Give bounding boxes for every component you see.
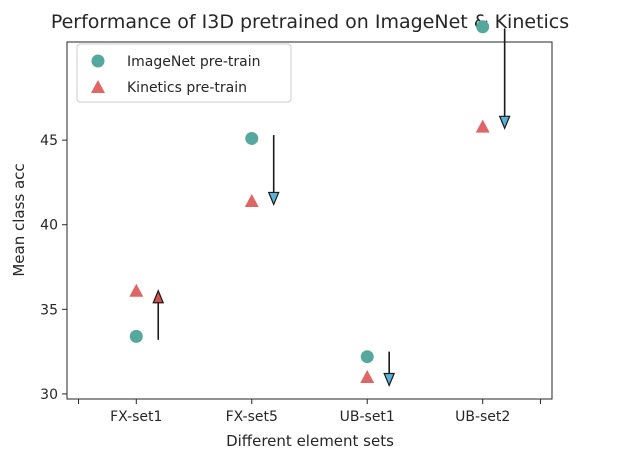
y-axis-label: Mean class acc	[10, 163, 28, 276]
y-tick-label: 40	[40, 218, 58, 234]
kinetics-point	[475, 119, 490, 133]
legend: ImageNet pre-train Kinetics pre-train	[76, 43, 292, 103]
y-tick-label: 45	[40, 133, 58, 149]
x-axis-label: Different element sets	[226, 432, 394, 450]
kinetics-point	[360, 370, 375, 384]
legend-marker-kinetics	[91, 80, 105, 93]
y-tick-label: 35	[40, 302, 58, 318]
x-tick-label: FX-set1	[110, 409, 162, 425]
kinetics-point	[244, 194, 259, 208]
legend-label-imagenet: ImageNet pre-train	[127, 54, 260, 70]
imagenet-point	[360, 350, 374, 364]
legend-label-kinetics: Kinetics pre-train	[127, 80, 247, 96]
imagenet-point	[245, 131, 259, 145]
plot-area	[66, 41, 553, 400]
kinetics-point	[129, 283, 144, 297]
legend-marker-imagenet	[91, 54, 105, 68]
y-tick-label: 30	[40, 387, 58, 403]
imagenet-point	[129, 329, 143, 343]
x-tick-label: UB-set2	[455, 409, 510, 425]
legend-box	[76, 43, 292, 103]
arrow-head	[383, 372, 396, 388]
x-tick-label: FX-set5	[226, 409, 278, 425]
x-tick-label: UB-set1	[340, 409, 395, 425]
arrow-head	[267, 191, 280, 206]
arrow-head	[498, 115, 511, 130]
arrow-head	[152, 289, 165, 304]
imagenet-point	[476, 20, 490, 34]
chart-title: Performance of I3D pretrained on ImageNe…	[51, 11, 569, 33]
